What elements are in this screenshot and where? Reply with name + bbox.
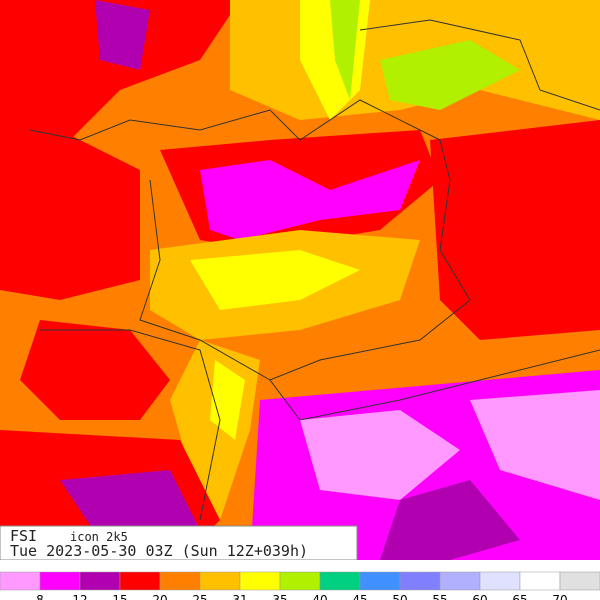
legend-swatch — [559, 571, 600, 591]
valid-time: Tue 2023-05-30 03Z (Sun 12Z+039h) — [10, 542, 308, 560]
legend-label: 20 — [152, 593, 167, 600]
legend-swatch — [199, 571, 241, 591]
legend-label: 70 — [552, 593, 567, 600]
legend-swatch — [239, 571, 281, 591]
legend-swatch — [159, 571, 201, 591]
legend-label: 50 — [392, 593, 407, 600]
legend-swatch — [0, 571, 41, 591]
legend-swatch — [319, 571, 361, 591]
legend-swatch — [79, 571, 121, 591]
legend-swatch — [399, 571, 441, 591]
legend-swatch — [279, 571, 321, 591]
legend-label: 35 — [272, 593, 287, 600]
legend-swatch — [359, 571, 401, 591]
legend-label: 45 — [352, 593, 367, 600]
legend-swatch — [439, 571, 481, 591]
legend-label: 15 — [112, 593, 127, 600]
borders — [29, 19, 600, 521]
legend-label: 25 — [192, 593, 207, 600]
legend-swatch — [519, 571, 561, 591]
map-field — [0, 0, 600, 560]
model-name: icon 2k5 — [70, 530, 128, 544]
legend-label: 8 — [36, 593, 44, 600]
legend-label: 31 — [232, 593, 247, 600]
field-name: FSI — [10, 527, 37, 545]
legend-swatch — [479, 571, 521, 591]
legend-swatch — [39, 571, 81, 591]
legend-label: 60 — [472, 593, 487, 600]
legend-swatch — [119, 571, 161, 591]
info-box — [0, 525, 358, 561]
legend: 8 12 15 20 25 31 35 40 45 50 55 60 65 70 — [0, 571, 600, 600]
legend-label: 12 — [72, 593, 87, 600]
legend-label: 55 — [432, 593, 447, 600]
legend-label: 65 — [512, 593, 527, 600]
legend-label: 40 — [312, 593, 327, 600]
